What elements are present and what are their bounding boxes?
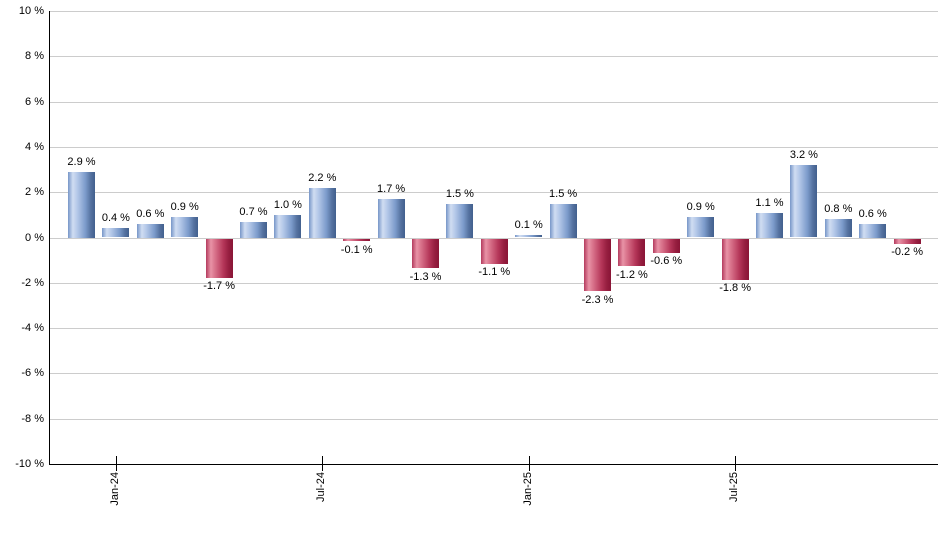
- bar-negative: [653, 239, 680, 253]
- bar-positive: [274, 215, 301, 238]
- x-axis-tick-label: Jan-24: [109, 472, 121, 506]
- bar-negative: [481, 239, 508, 264]
- bar-positive: [137, 224, 164, 238]
- bar-value-label: 0.6 %: [136, 208, 165, 220]
- gridline: [49, 102, 938, 103]
- bar-value-label: 1.1 %: [755, 197, 784, 209]
- bar-value-label: -1.2 %: [615, 269, 648, 281]
- bar-value-label: -1.3 %: [409, 271, 442, 283]
- bar-value-label: 1.0 %: [273, 199, 302, 211]
- x-axis-tick-label: Jul-24: [315, 472, 327, 502]
- bar-value-label: 2.9 %: [67, 156, 96, 168]
- x-axis-tick-label: Jan-25: [522, 472, 534, 506]
- gridline: [49, 373, 938, 374]
- bar-negative: [206, 239, 233, 278]
- bar-positive: [309, 188, 336, 238]
- bar-value-label: -0.6 %: [650, 255, 683, 267]
- bar-positive: [515, 235, 542, 237]
- bar-negative: [584, 239, 611, 291]
- bar-value-label: 0.9 %: [170, 201, 199, 213]
- y-axis-tick-label: 6 %: [25, 96, 44, 108]
- y-axis-tick-label: -4 %: [21, 322, 44, 334]
- bar-negative: [722, 239, 749, 280]
- gridline: [49, 419, 938, 420]
- bar-value-label: 0.4 %: [101, 212, 130, 224]
- gridline: [49, 11, 938, 12]
- bar-positive: [825, 219, 852, 237]
- bar-positive: [859, 224, 886, 238]
- x-axis-tick-label: Jul-25: [728, 472, 740, 502]
- gridline: [49, 328, 938, 329]
- x-axis-tick: [322, 456, 323, 471]
- bar-value-label: -0.1 %: [340, 244, 373, 256]
- bar-value-label: 0.9 %: [686, 201, 715, 213]
- bar-positive: [687, 217, 714, 237]
- bar-positive: [790, 165, 817, 237]
- y-axis-line: [49, 11, 50, 465]
- x-axis-tick: [529, 456, 530, 471]
- bar-value-label: -0.2 %: [891, 246, 923, 258]
- bar-positive: [68, 172, 95, 238]
- bar-negative: [343, 239, 370, 241]
- y-axis-tick-label: -10 %: [15, 458, 44, 470]
- bar-positive: [102, 228, 129, 237]
- bar-negative: [618, 239, 645, 266]
- bar-negative: [412, 239, 439, 268]
- gridline: [49, 238, 938, 239]
- bar-value-label: -2.3 %: [581, 294, 614, 306]
- bar-positive: [756, 213, 783, 238]
- bar-value-label: -1.7 %: [203, 280, 235, 292]
- x-axis-tick: [735, 456, 736, 471]
- bar-value-label: 0.6 %: [858, 208, 887, 220]
- bar-positive: [550, 204, 577, 238]
- bar-positive: [446, 204, 473, 238]
- bar-value-label: 0.7 %: [239, 206, 268, 218]
- bar-positive: [378, 199, 405, 238]
- bar-value-label: 1.5 %: [549, 188, 578, 200]
- bar-negative: [894, 239, 921, 244]
- gridline: [49, 192, 938, 193]
- y-axis-tick-label: 8 %: [25, 50, 44, 62]
- y-axis-tick-label: 10 %: [18, 5, 44, 17]
- bar-value-label: 1.7 %: [377, 183, 406, 195]
- y-axis-tick-label: 0 %: [25, 232, 44, 244]
- x-axis-tick: [116, 456, 117, 471]
- gridline: [49, 147, 938, 148]
- y-axis-tick-label: -6 %: [21, 367, 44, 379]
- y-axis-tick-label: -2 %: [21, 277, 44, 289]
- bar-value-label: -1.8 %: [719, 282, 751, 294]
- bar-value-label: 3.2 %: [789, 149, 818, 161]
- bar-value-label: 1.5 %: [445, 188, 474, 200]
- bar-positive: [171, 217, 198, 237]
- bar-value-label: 0.1 %: [514, 219, 543, 231]
- bar-value-label: -1.1 %: [478, 266, 511, 278]
- y-axis-tick-label: -8 %: [21, 413, 44, 425]
- bar-positive: [240, 222, 267, 238]
- y-axis-tick-label: 4 %: [25, 141, 44, 153]
- bar-value-label: 2.2 %: [308, 172, 337, 184]
- x-axis-line: [49, 464, 938, 465]
- y-axis-tick-label: 2 %: [25, 186, 44, 198]
- gridline: [49, 283, 938, 284]
- gridline: [49, 56, 938, 57]
- bar-value-label: 0.8 %: [824, 203, 853, 215]
